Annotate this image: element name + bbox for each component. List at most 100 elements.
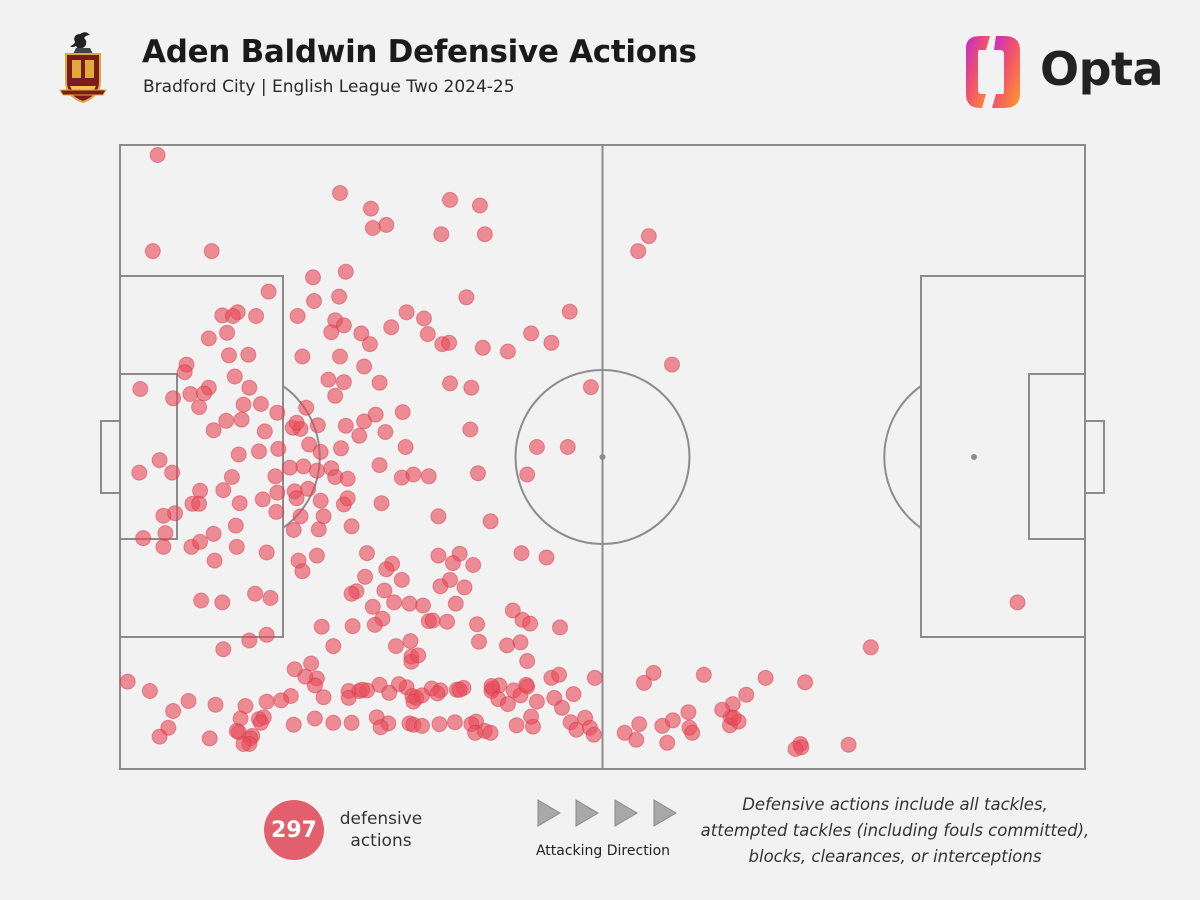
defensive-action-point [582, 379, 599, 396]
right-six-yard-box [1028, 373, 1086, 540]
defensive-action-point [559, 439, 576, 455]
action-count-label: defensive actions [326, 808, 436, 852]
defensive-action-point [196, 385, 212, 402]
defensive-action-point [377, 424, 394, 440]
defensive-action-point [344, 618, 361, 635]
defensive-action-point [364, 598, 381, 615]
defensive-action-point [630, 243, 647, 260]
defensive-action-point [462, 421, 479, 438]
defensive-action-point [325, 638, 342, 655]
defensive-action-point [309, 417, 326, 434]
right-penalty-spot [971, 454, 977, 460]
defensive-action-point [155, 538, 172, 555]
defensive-action-point [398, 304, 415, 321]
defensive-action-point [201, 730, 218, 747]
count-label-line-1: defensive [339, 809, 423, 829]
defensive-action-point [512, 634, 529, 651]
defensive-action-point [218, 412, 235, 429]
defensive-action-point [388, 638, 404, 655]
defensive-action-point [228, 538, 245, 555]
defensive-action-point [362, 200, 379, 217]
defensive-action-point [631, 716, 648, 733]
defensive-action-point [463, 379, 480, 396]
defensive-action-point [471, 197, 488, 214]
defensive-action-point [797, 674, 814, 691]
defensive-action-point [465, 557, 482, 573]
defensive-action-point [294, 348, 311, 365]
defensive-action-point [343, 714, 360, 731]
page-subtitle: Bradford City | English League Two 2024-… [143, 77, 515, 97]
defensive-action-point [340, 689, 357, 706]
opta-logo-icon [966, 36, 1020, 108]
defensive-action-point [273, 692, 290, 709]
defensive-action-point [131, 464, 148, 481]
right-penalty-arc [883, 385, 922, 529]
defensive-action-point [680, 704, 697, 721]
defensive-action-point [298, 399, 315, 416]
right-penalty-area [920, 275, 1086, 638]
defensive-action-point [397, 439, 414, 455]
defensive-action-point [684, 724, 701, 741]
defensive-action-point [256, 423, 273, 440]
defensive-action-point [640, 228, 657, 245]
defensive-action-point [306, 677, 323, 694]
defensive-action-point [289, 308, 306, 324]
direction-arrow-icon [653, 799, 677, 827]
direction-arrow-icon [537, 799, 561, 827]
defensive-action-point [470, 465, 486, 482]
defensive-action-point [354, 681, 371, 698]
defensive-action-point [337, 263, 354, 280]
defensive-action-point [323, 324, 340, 341]
centre-circle [514, 369, 691, 545]
defensive-action-point [164, 464, 181, 481]
defensive-action-point [616, 724, 633, 741]
defensive-action-point [429, 685, 446, 702]
defensive-action-point [135, 530, 152, 547]
defensive-action-point [260, 283, 277, 300]
defensive-action-point [233, 411, 250, 428]
direction-arrow-icon [575, 799, 599, 827]
defensive-action-point [664, 712, 681, 729]
defensive-action-point [546, 689, 563, 706]
defensive-action-point [394, 404, 411, 421]
note-line-1: Defensive actions include all tackles, [742, 795, 1048, 814]
defensive-action-point [364, 220, 381, 236]
defensive-action-point [373, 495, 390, 512]
defensive-action-point [367, 406, 384, 423]
defensive-action-point [312, 492, 329, 509]
defensive-action-point [206, 552, 223, 569]
defensive-action-point [447, 595, 464, 612]
defensive-action-point [141, 683, 158, 699]
defensive-action-point [522, 615, 539, 632]
defensive-action-point [483, 678, 500, 694]
defensive-action-point [714, 701, 731, 718]
defensive-action-point [862, 639, 879, 656]
defensive-action-point [351, 427, 368, 444]
defensive-action-point [320, 371, 337, 388]
defensive-action-point [203, 243, 220, 260]
defensive-action-point [262, 590, 279, 606]
defensive-action-point [518, 676, 535, 693]
note-line-2: attempted tackles (including fouls commi… [700, 821, 1090, 840]
defensive-action-point [356, 358, 373, 375]
defensive-action-point [292, 508, 309, 525]
defensive-action-point [357, 568, 374, 585]
defensive-action-point [787, 741, 804, 757]
defensive-action-point [297, 668, 314, 685]
defensive-action-point [310, 521, 327, 538]
defensive-action-point [333, 440, 349, 457]
defensive-action-point [258, 544, 275, 561]
defensive-action-point [227, 517, 244, 534]
defensive-action-point [424, 612, 441, 629]
defensive-action-point [151, 452, 168, 469]
defensive-action-point [151, 728, 168, 745]
defensive-action-point [252, 396, 269, 412]
defensive-action-point [312, 444, 329, 460]
defensive-action-point [565, 686, 582, 703]
defensive-action-point [482, 724, 499, 741]
defensive-action-point [119, 673, 136, 690]
defensive-action-point [561, 303, 578, 320]
defensive-action-point [551, 666, 568, 683]
defensive-action-point [543, 334, 560, 351]
